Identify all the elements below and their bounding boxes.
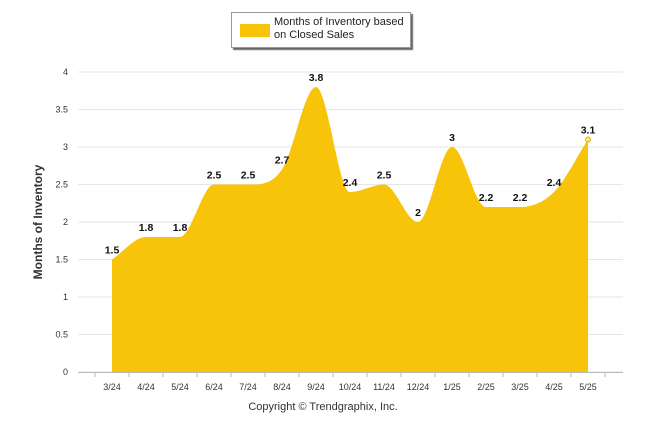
- data-label: 2.4: [343, 177, 358, 189]
- area-fill: [112, 87, 588, 372]
- data-label: 2.5: [241, 170, 256, 182]
- x-tick-label: 4/24: [137, 382, 155, 392]
- x-tick-label: 5/24: [171, 382, 189, 392]
- y-tick-label: 0.5: [55, 330, 68, 340]
- x-tick-label: 11/24: [373, 382, 395, 392]
- y-tick-label: 3: [63, 142, 68, 152]
- data-label: 2.2: [513, 192, 528, 204]
- data-label: 2.5: [207, 170, 222, 182]
- x-tick-label: 9/24: [307, 382, 325, 392]
- x-tick-label: 6/24: [205, 382, 223, 392]
- x-tick-label: 8/24: [273, 382, 291, 392]
- y-tick-labels: 0 0.5 1 1.5 2 2.5 3 3.5 4: [55, 67, 68, 377]
- legend-label: Months of Inventory based on Closed Sale…: [274, 16, 404, 41]
- data-label: 2.7: [275, 155, 290, 167]
- x-tick-label: 10/24: [339, 382, 362, 392]
- data-label: 3.8: [309, 72, 324, 84]
- legend: Months of Inventory based on Closed Sale…: [231, 12, 411, 48]
- x-tick-label: 4/25: [545, 382, 563, 392]
- x-tick-label: 1/25: [443, 382, 461, 392]
- data-label: 1.8: [139, 222, 154, 234]
- x-tick-label: 7/24: [239, 382, 257, 392]
- x-tick-labels: 3/24 4/24 5/24 6/24 7/24 8/24 9/24 10/24 11/24 12…: [103, 382, 597, 392]
- data-labels: 1.5 1.8 1.8 2.5 2.5 2.7 3.8 2.4 2.5 2 3 2.2 2.2 2.4 3.…: [105, 72, 596, 257]
- y-tick-label: 2: [63, 217, 68, 227]
- data-label: 1.5: [105, 245, 120, 257]
- x-tick-label: 3/25: [511, 382, 529, 392]
- y-tick-label: 4: [63, 67, 68, 77]
- data-label: 1.8: [173, 222, 188, 234]
- x-tick-label: 5/25: [579, 382, 597, 392]
- data-label: 2.2: [479, 192, 494, 204]
- y-tick-label: 3.5: [55, 105, 68, 115]
- legend-swatch: [240, 24, 270, 37]
- y-tick-label: 1: [63, 292, 68, 302]
- y-tick-label: 1.5: [55, 255, 68, 265]
- data-label: 3.1: [581, 125, 596, 137]
- y-tick-label: 0: [63, 367, 68, 377]
- data-label: 2: [415, 207, 421, 219]
- area-series: [112, 87, 591, 372]
- y-axis-title: Months of Inventory: [31, 164, 45, 279]
- axes: [78, 372, 623, 377]
- end-point-marker: [585, 136, 591, 143]
- y-tick-label: 2.5: [55, 180, 68, 190]
- x-tick-label: 3/24: [103, 382, 121, 392]
- data-label: 3: [449, 132, 455, 144]
- x-tick-label: 2/25: [477, 382, 495, 392]
- x-tick-label: 12/24: [407, 382, 430, 392]
- copyright-text: Copyright © Trendgraphix, Inc.: [248, 401, 398, 413]
- data-label: 2.4: [547, 177, 562, 189]
- data-label: 2.5: [377, 170, 392, 182]
